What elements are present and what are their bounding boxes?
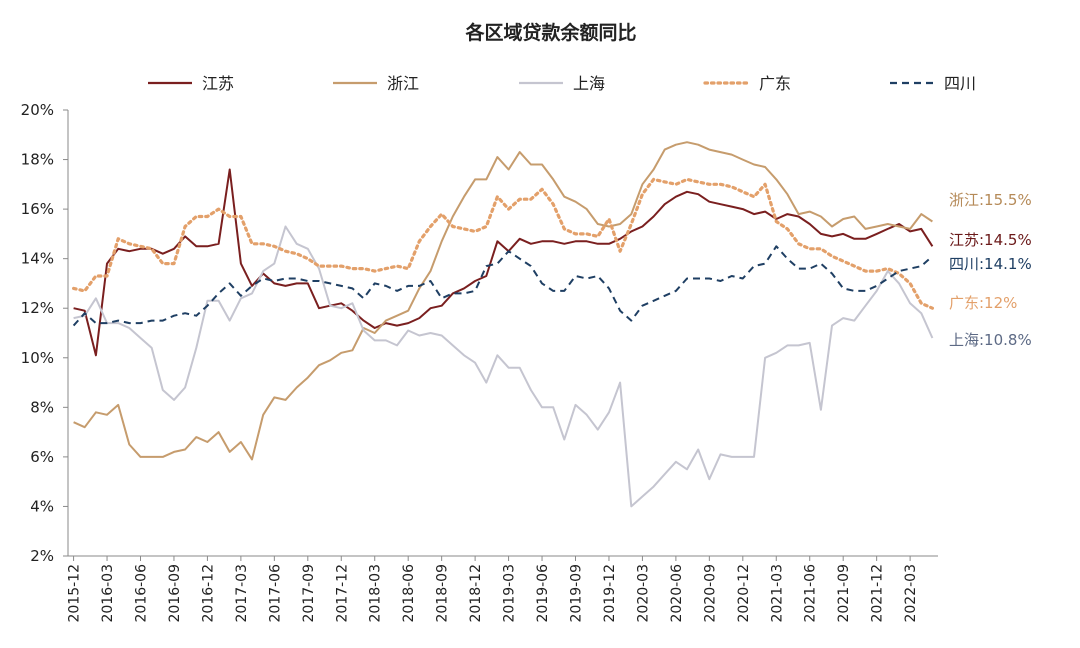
end-label-四川: 四川:14.1% <box>949 255 1032 273</box>
legend: 江苏 浙江 上海 广东 四川 <box>148 74 976 93</box>
x-tick-label: 2016-06 <box>134 564 150 623</box>
x-tick-label: 2017-09 <box>301 564 317 623</box>
x-tick-label: 2017-03 <box>234 564 250 623</box>
x-tick-label: 2015-12 <box>67 564 83 623</box>
y-tick-label: 12% <box>21 299 54 317</box>
y-tick-label: 8% <box>30 398 54 416</box>
axes <box>67 110 938 557</box>
series-line-广东 <box>71 177 935 310</box>
x-tick-label: 2018-09 <box>435 564 451 623</box>
y-tick-label: 6% <box>30 448 54 466</box>
x-tick-label: 2021-09 <box>836 564 852 623</box>
series-line-四川 <box>72 245 934 327</box>
x-tick-label: 2019-12 <box>602 564 618 623</box>
x-tick-label: 2017-12 <box>334 564 350 623</box>
x-tick-label: 2019-09 <box>569 564 585 623</box>
x-tick-label: 2016-09 <box>167 564 183 623</box>
x-tick-label: 2021-12 <box>870 564 886 623</box>
end-label-上海: 上海:10.8% <box>949 331 1032 349</box>
y-tick-label: 10% <box>21 349 54 367</box>
x-tick-label: 2020-03 <box>635 564 651 623</box>
series-line-上海 <box>73 225 934 508</box>
y-tick-label: 20% <box>21 101 54 119</box>
legend-label: 四川 <box>944 74 976 93</box>
series-line-浙江 <box>73 141 933 461</box>
x-tick-label: 2018-06 <box>401 564 417 623</box>
series-line-江苏 <box>73 168 934 357</box>
y-tick-label: 18% <box>21 151 54 169</box>
x-tick-label: 2017-06 <box>267 564 283 623</box>
legend-label: 浙江 <box>387 74 419 93</box>
x-tick-label: 2020-09 <box>702 564 718 623</box>
legend-label: 上海 <box>573 74 605 93</box>
y-tick-label: 2% <box>30 547 54 565</box>
series-group <box>71 141 935 508</box>
y-tick-label: 14% <box>21 250 54 268</box>
y-tick-label: 4% <box>30 497 54 515</box>
x-tick-label: 2018-03 <box>368 564 384 623</box>
end-label-江苏: 江苏:14.5% <box>949 231 1032 249</box>
x-tick-label: 2021-03 <box>769 564 785 623</box>
x-tick-label: 2016-12 <box>200 564 216 623</box>
x-tick-label: 2020-12 <box>736 564 752 623</box>
y-tick-label: 16% <box>21 200 54 218</box>
x-tick-label: 2019-03 <box>502 564 518 623</box>
x-axis-ticks: 2015-12 2016-03 2016-06 2016-09 2016-12 2017-… <box>67 556 919 623</box>
x-tick-label: 2020-06 <box>669 564 685 623</box>
y-axis-ticks: 2% 4% 6% 8% 10% 12% 14% 16% 18% 20% <box>21 101 68 565</box>
chart-title: 各区域贷款余额同比 <box>464 21 636 44</box>
end-label-浙江: 浙江:15.5% <box>949 191 1032 209</box>
end-labels: 浙江:15.5% 江苏:14.5% 四川:14.1% 广东:12% 上海:10.8% <box>949 191 1032 349</box>
legend-label: 江苏 <box>202 74 234 93</box>
end-label-广东: 广东:12% <box>949 294 1017 312</box>
x-tick-label: 2016-03 <box>100 564 116 623</box>
x-tick-label: 2021-06 <box>803 564 819 623</box>
x-tick-label: 2018-12 <box>468 564 484 623</box>
x-tick-label: 2019-06 <box>535 564 551 623</box>
legend-label: 广东 <box>759 74 791 93</box>
x-tick-label: 2022-03 <box>903 564 919 623</box>
